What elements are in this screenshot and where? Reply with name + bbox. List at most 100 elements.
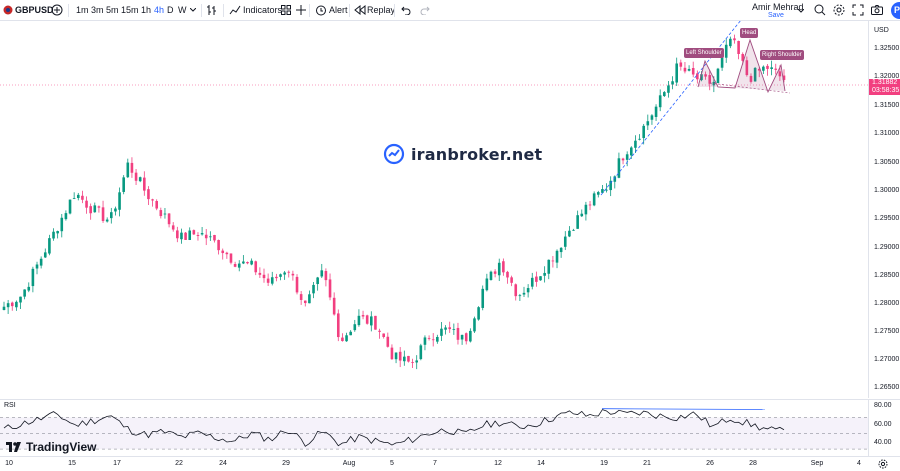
candle-body <box>167 213 171 225</box>
candle-body <box>176 230 179 239</box>
candle-body <box>275 276 278 279</box>
rsi-level-60: 60.00 <box>874 421 892 428</box>
price-tick: 1.26500 <box>874 384 900 391</box>
candle-body <box>774 68 778 70</box>
candle-body <box>691 68 695 75</box>
candle-body <box>427 337 431 339</box>
candle-body <box>448 327 452 330</box>
candle-body <box>493 271 497 274</box>
candle-body <box>667 85 670 93</box>
candle-body <box>35 264 39 269</box>
candle-body <box>180 232 183 240</box>
candlestick-chart[interactable] <box>0 21 868 398</box>
indicators-icon[interactable] <box>229 4 241 16</box>
redo-icon[interactable] <box>420 5 430 15</box>
candle-body <box>398 351 402 361</box>
timeframe-15m[interactable]: 15m <box>121 5 139 15</box>
rsi-pane[interactable] <box>0 399 868 456</box>
candle-body <box>415 360 418 363</box>
candle-body <box>213 234 216 241</box>
chevron-down-icon[interactable] <box>190 8 196 12</box>
time-tick: Aug <box>342 460 356 467</box>
templates-icon[interactable] <box>281 5 291 15</box>
price-scale[interactable]: USD 1.32500 1.32000 1.31500 1.31000 1.30… <box>868 21 900 398</box>
quick-search-icon[interactable] <box>814 4 826 16</box>
alert-button[interactable]: Alert <box>329 5 348 15</box>
candle-body <box>64 213 68 220</box>
replay-icon[interactable] <box>354 5 366 15</box>
timeframe-3m[interactable]: 3m <box>91 5 104 15</box>
candle-body <box>246 262 249 264</box>
fullscreen-icon[interactable] <box>852 4 864 16</box>
head-label: Head <box>740 28 759 38</box>
candle-body <box>332 297 336 315</box>
candle-body <box>52 231 55 239</box>
candle-body <box>394 352 398 360</box>
candle-body <box>147 189 150 200</box>
rsi-scale[interactable]: 80.00 60.00 40.00 <box>868 399 900 456</box>
user-name[interactable]: Amir Mehrad <box>752 2 804 12</box>
candle-body <box>646 121 650 126</box>
chevron-down-icon[interactable] <box>798 9 804 13</box>
replay-button[interactable]: Replay <box>367 5 396 15</box>
timeframe-1h[interactable]: 1h <box>141 5 152 15</box>
candle-body <box>456 327 460 340</box>
candle-body <box>489 271 493 280</box>
neckline <box>709 82 791 94</box>
candle-body <box>361 315 365 317</box>
candle-body <box>242 261 245 264</box>
timeframe-5m[interactable]: 5m <box>106 5 119 15</box>
rsi-title[interactable]: RSI <box>4 402 16 409</box>
price-tick: 1.31500 <box>874 102 900 109</box>
bar-style-icon[interactable] <box>206 4 218 16</box>
add-symbol-icon[interactable] <box>51 4 63 16</box>
price-tick: 1.28500 <box>874 272 900 279</box>
candle-body <box>151 199 154 201</box>
candle-body <box>15 301 18 308</box>
candle-body <box>675 63 678 83</box>
candle-body <box>576 215 579 229</box>
candle-body <box>502 261 505 273</box>
candle-body <box>572 229 575 231</box>
time-tick: 19 <box>600 460 608 467</box>
timeframe-4h[interactable]: 4h <box>154 5 165 15</box>
candle-body <box>97 206 101 208</box>
publish-button[interactable]: Pu <box>891 2 900 19</box>
candle-body <box>753 67 757 82</box>
candle-body <box>551 260 555 262</box>
rsi-divergence-line <box>601 408 766 410</box>
candle-body <box>683 67 687 72</box>
time-tick: 28 <box>749 460 757 467</box>
timeframe-d[interactable]: D <box>167 5 174 15</box>
candle-body <box>436 336 439 342</box>
candle-body <box>341 337 344 342</box>
indicators-button[interactable]: Indicators <box>243 5 283 15</box>
candle-body <box>254 261 258 273</box>
candle-body <box>419 345 423 360</box>
timeframe-1m[interactable]: 1m <box>76 5 89 15</box>
alert-icon[interactable] <box>315 4 327 16</box>
price-tick: 1.28000 <box>874 300 900 307</box>
candle-body <box>712 81 716 86</box>
save-status[interactable]: Save <box>768 12 784 19</box>
timeframe-w[interactable]: W <box>178 5 187 15</box>
tradingview-logo[interactable]: TradingView <box>6 440 96 454</box>
rsi-chart <box>0 408 868 450</box>
candle-body <box>143 177 146 191</box>
compare-icon[interactable] <box>296 5 306 15</box>
candle-body <box>204 234 208 239</box>
candle-body <box>782 75 786 80</box>
time-tick: 10 <box>5 460 13 467</box>
candle-body <box>766 65 769 69</box>
candle-body <box>485 278 489 291</box>
settings-icon[interactable] <box>833 4 845 16</box>
time-axis[interactable]: 10 15 17 22 24 29 Aug 5 7 12 14 19 21 26… <box>0 456 900 471</box>
camera-icon[interactable] <box>871 5 883 15</box>
symbol-name[interactable]: GBPUSD <box>15 5 54 15</box>
candle-body <box>324 271 328 281</box>
undo-icon[interactable] <box>401 5 411 15</box>
main-chart-pane[interactable] <box>0 21 868 398</box>
candle-body <box>85 200 88 208</box>
candle-body <box>716 68 720 84</box>
settings-icon[interactable] <box>878 459 888 469</box>
